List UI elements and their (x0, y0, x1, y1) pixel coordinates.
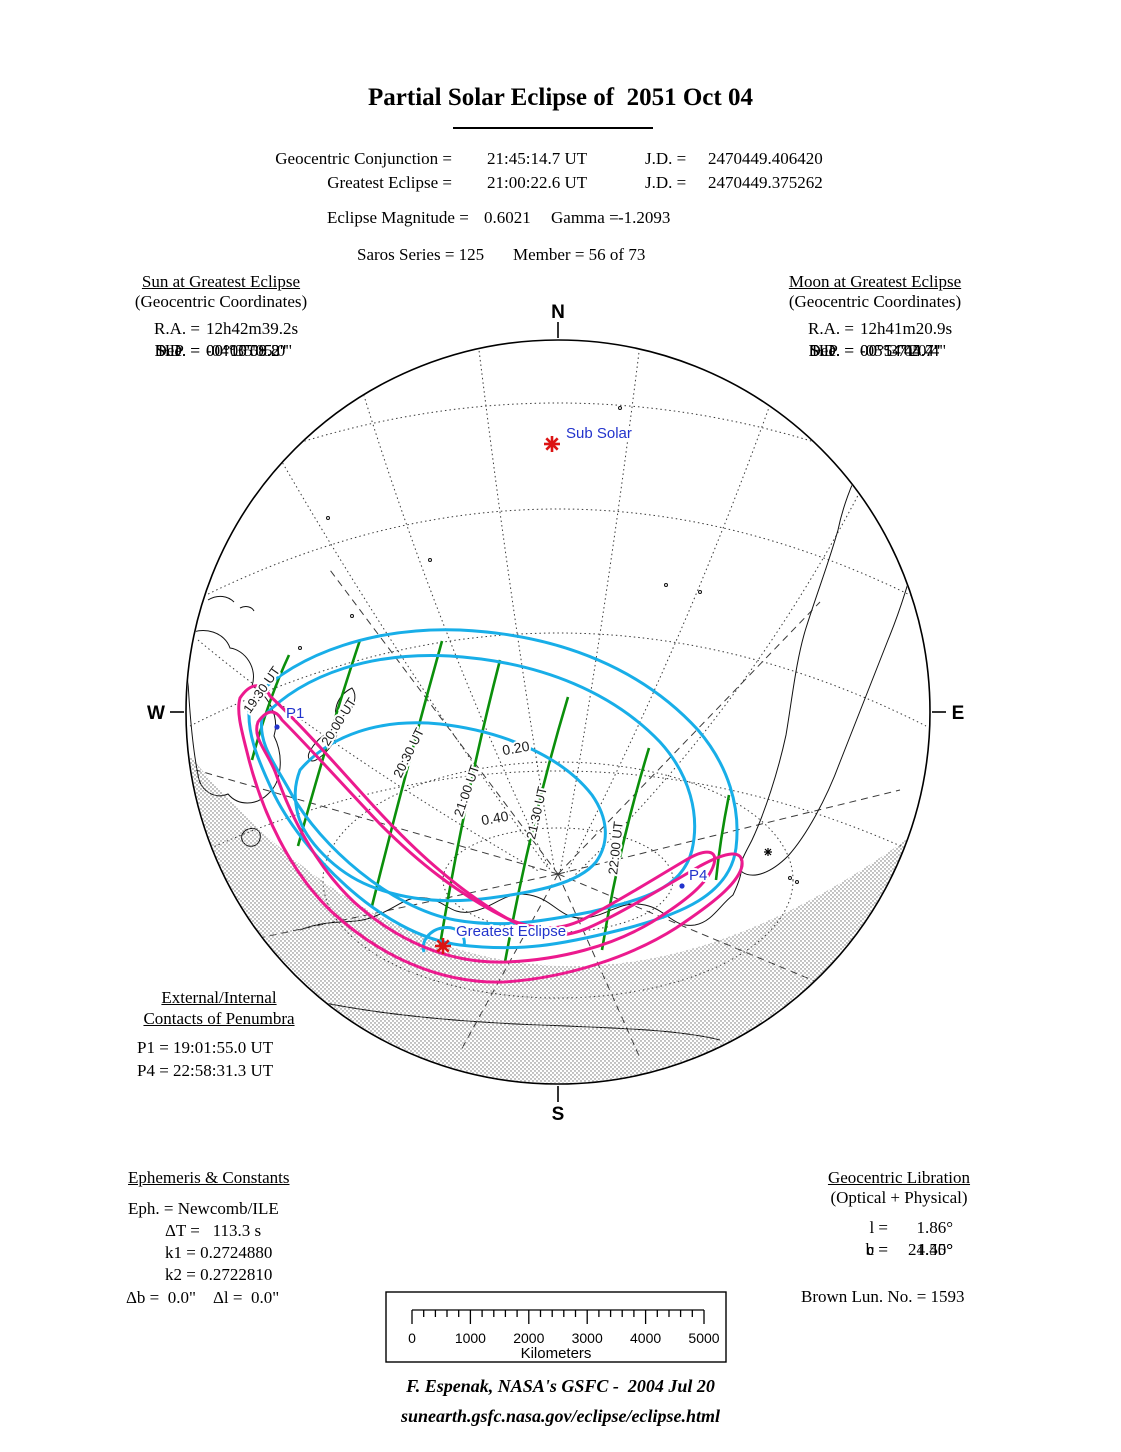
scale-unit-label: Kilometers (521, 1345, 592, 1362)
moon-ra-key: R.A. = (808, 319, 854, 338)
conjunction-label: Geocentric Conjunction = (275, 149, 452, 168)
time-contour-label-2030: 20:30 UT (390, 725, 427, 780)
gamma-label: Gamma = (551, 208, 619, 227)
scale-tick-label-2000: 2000 (513, 1330, 544, 1346)
contacts-heading-line2: Contacts of Penumbra (143, 1009, 295, 1028)
night-shading-region (189, 755, 907, 1083)
scale-tick-label-5000: 5000 (688, 1330, 719, 1346)
ephemeris-deltat-row: ΔT = 113.3 s (165, 1221, 262, 1240)
ephemeris-db-dl-row: Δb = 0.0" Δl = 0.0" (126, 1288, 280, 1307)
moon-hp-value: 00°54'05.7" (860, 341, 941, 360)
greatest-eclipse-marker (435, 938, 451, 954)
ephemeris-k2-row: k2 = 0.2722810 (165, 1265, 273, 1284)
libration-c-value: 24.55° (907, 1240, 953, 1259)
sub-solar-label: Sub Solar (566, 425, 632, 442)
scale-tick-label-0: 0 (408, 1330, 416, 1346)
compass-east-label: E (952, 703, 965, 724)
greatest-jd-label: J.D. = (645, 173, 687, 192)
sun-sd-value: 00°15'59.2" (206, 341, 287, 360)
sun-ra-key: R.A. = (154, 319, 200, 338)
compass-west-label: W (147, 703, 165, 724)
sun-block-subheading: (Geocentric Coordinates) (134, 292, 308, 311)
sun-coordinates-table: R.A. = 12h42m39.2s Dec. = -04°35'05.0" S.D… (105, 319, 337, 360)
time-contour-label-2100: 21:00 UT (451, 763, 483, 818)
magnitude-label: Eclipse Magnitude = (327, 208, 469, 227)
sun-hp-value: 00°00'08.8" (206, 341, 287, 360)
p1-label: P1 (286, 705, 304, 722)
time-contour-label-2200: 22:00 UT (605, 821, 626, 876)
libration-table: l = 1.86° b = 1.40° c = 24.55° (823, 1218, 963, 1259)
contacts-heading-line1: External/Internal (161, 988, 277, 1007)
sub-solar-marker (544, 436, 560, 452)
gamma-value: -1.2093 (618, 208, 671, 227)
moon-sd-key: S.D. = (809, 341, 854, 360)
libration-l-value: 1.86° (916, 1218, 953, 1237)
member-text: Member = 56 of 73 (513, 245, 646, 264)
moon-sd-value: 00°14'44.4" (860, 341, 941, 360)
greatest-eclipse-label: Greatest Eclipse (456, 923, 566, 940)
libration-subheading: (Optical + Physical) (830, 1188, 968, 1207)
conjunction-jd-label: J.D. = (645, 149, 687, 168)
ephemeris-eph-row: Eph. = Newcomb/ILE (128, 1199, 279, 1218)
conjunction-value: 21:45:14.7 UT (487, 149, 588, 168)
saros-text: Saros Series = 125 (357, 245, 485, 264)
sun-block-heading: Sun at Greatest Eclipse (141, 272, 301, 291)
sun-dec-value: -04°35'05.0" (206, 341, 293, 360)
scale-bar-ticks (411, 1310, 705, 1324)
contact-p1-row: P1 = 19:01:55.0 UT (137, 1038, 274, 1057)
compass-ticks (170, 322, 946, 1102)
greatest-jd-value: 2470449.375262 (708, 173, 823, 192)
moon-ra-value: 12h41m20.9s (860, 319, 953, 338)
compass-south-label: S (552, 1104, 565, 1125)
magnitude-value: 0.6021 (484, 208, 531, 227)
ephemeris-k1-row: k1 = 0.2724880 (165, 1243, 273, 1262)
source-url: sunearth.gsfc.nasa.gov/eclipse/eclipse.h… (401, 1406, 720, 1426)
moon-dec-value: -05°37'20.4" (860, 341, 947, 360)
sun-ra-value: 12h42m39.2s (206, 319, 299, 338)
magnitude-contour-label-040: 0.40 (480, 808, 510, 829)
ephemeris-heading: Ephemeris & Constants (128, 1168, 290, 1187)
magnitude-contour-label-020: 0.20 (501, 738, 531, 759)
sun-sd-key: S.D. = (155, 341, 200, 360)
libration-b-key: b = (865, 1240, 888, 1259)
title-underline (453, 127, 653, 129)
moon-block-heading: Moon at Greatest Eclipse (788, 272, 962, 291)
time-contour-label-2130: 21:30 UT (523, 785, 550, 841)
page-title: Partial Solar Eclipse of 2051 Oct 04 (368, 84, 753, 111)
p4-label: P4 (689, 867, 707, 884)
scale-tick-label-4000: 4000 (630, 1330, 661, 1346)
p1-point (274, 724, 280, 730)
libration-l-key: l = (869, 1218, 888, 1237)
credit-line: F. Espenak, NASA's GSFC - 2004 Jul 20 (406, 1376, 715, 1396)
p4-point (679, 883, 685, 889)
greatest-eclipse-value: 21:00:22.6 UT (487, 173, 588, 192)
moon-coordinates-table: R.A. = 12h41m20.9s Dec. = -05°37'20.4" S.D… (759, 319, 991, 360)
brown-lunation-row: Brown Lun. No. = 1593 (801, 1287, 965, 1306)
greatest-eclipse-label: Greatest Eclipse = (327, 173, 452, 192)
sun-dec-key: Dec. = (154, 341, 200, 360)
libration-heading: Geocentric Libration (827, 1168, 971, 1187)
libration-b-value: 1.40° (916, 1240, 953, 1259)
scale-tick-label-1000: 1000 (455, 1330, 486, 1346)
moon-dec-key: Dec. = (808, 341, 854, 360)
scale-tick-label-3000: 3000 (572, 1330, 603, 1346)
compass-north-label: N (551, 302, 565, 323)
scale-bar: 0 1000 2000 3000 4000 5000 Kilometers (385, 1291, 727, 1363)
conjunction-jd-value: 2470449.406420 (708, 149, 823, 168)
libration-c-key: c = (866, 1240, 888, 1259)
island-marker (764, 848, 772, 856)
moon-block-subheading: (Geocentric Coordinates) (788, 292, 962, 311)
penumbra-limit-lines (237, 684, 744, 984)
contact-p4-row: P4 = 22:58:31.3 UT (137, 1061, 274, 1080)
sun-hp-key: H.P. = (157, 341, 200, 360)
globe-outline (185, 339, 931, 1085)
moon-hp-key: H.P. = (811, 341, 854, 360)
